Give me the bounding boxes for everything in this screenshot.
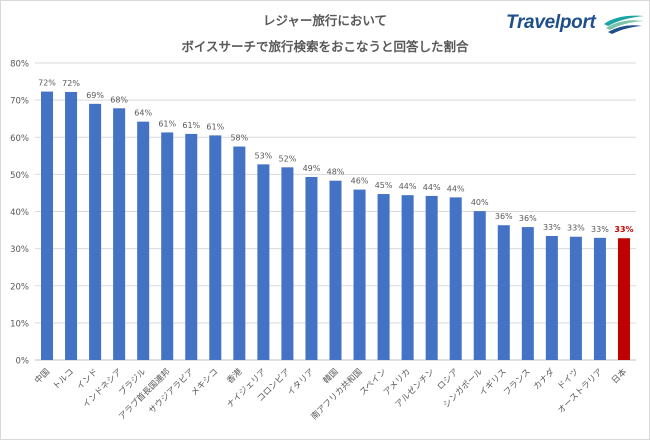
data-label: 44% <box>423 183 441 192</box>
chart-title-line2: ボイスサーチで旅行検索をおこなうと回答した割合 <box>181 39 469 54</box>
bar <box>137 121 150 360</box>
data-label: 36% <box>519 214 537 223</box>
data-label: 36% <box>495 212 513 221</box>
data-label: 53% <box>254 151 272 160</box>
data-label: 33% <box>591 225 609 234</box>
bar <box>233 146 246 360</box>
x-category-label: 香港 <box>225 366 245 386</box>
y-tick-label: 0% <box>16 357 30 367</box>
bar <box>113 108 126 360</box>
data-label: 33% <box>614 225 633 234</box>
data-label: 61% <box>182 121 200 130</box>
bar <box>161 132 174 360</box>
data-label: 45% <box>375 181 393 190</box>
y-tick-label: 70% <box>10 97 29 107</box>
bar <box>497 225 510 360</box>
bar <box>257 164 270 360</box>
bar <box>89 103 102 361</box>
data-label: 52% <box>279 154 297 163</box>
data-label: 58% <box>230 134 248 143</box>
bar <box>65 91 78 361</box>
swoosh-icon <box>604 15 644 34</box>
data-label: 48% <box>327 168 345 177</box>
data-label: 69% <box>86 91 104 100</box>
brand-name: Travelport <box>506 12 596 33</box>
x-category-label: トルコ <box>51 367 76 392</box>
bar <box>329 180 342 360</box>
bar <box>377 194 390 360</box>
y-tick-label: 50% <box>10 171 29 181</box>
data-label: 72% <box>62 79 80 88</box>
bar <box>281 167 294 360</box>
bar <box>545 236 558 360</box>
bar <box>473 211 486 360</box>
bar <box>569 236 582 360</box>
y-tick-label: 40% <box>10 208 29 218</box>
bar <box>353 189 366 360</box>
x-category-label: 日本 <box>609 366 629 386</box>
data-label: 33% <box>567 224 585 233</box>
x-category-label: 中国 <box>32 366 52 386</box>
x-category-label: 韓国 <box>321 366 341 386</box>
data-label: 40% <box>471 198 489 207</box>
bar <box>449 197 462 360</box>
bar <box>401 195 414 360</box>
y-tick-label: 80% <box>10 60 29 70</box>
x-category-label: イタリア <box>286 367 317 398</box>
data-label: 61% <box>158 119 176 128</box>
data-label: 33% <box>543 223 561 232</box>
y-tick-label: 60% <box>10 134 29 144</box>
bar <box>185 133 198 360</box>
data-label: 46% <box>351 177 369 186</box>
bar <box>617 238 630 360</box>
data-label: 44% <box>399 182 417 191</box>
bar <box>521 227 534 360</box>
y-axis-ticks: 0% 10% 20% 30% 40% 50% 60% 70% 80% <box>10 60 29 367</box>
data-label: 44% <box>447 184 465 193</box>
bar <box>209 135 222 360</box>
chart-title-line1: レジャー旅行において <box>262 13 387 28</box>
y-tick-label: 20% <box>10 282 29 292</box>
bars <box>41 91 630 361</box>
x-category-label: フランス <box>502 367 533 398</box>
y-tick-label: 10% <box>10 319 29 329</box>
data-label: 61% <box>206 122 224 131</box>
data-label: 64% <box>134 109 152 118</box>
data-labels: 72% 72% 69% 68% 64% 61% 61% 61% 58% 53% 52% 49% 48% 4… <box>38 79 633 235</box>
bar <box>593 237 606 360</box>
bar <box>41 91 54 361</box>
y-tick-label: 30% <box>10 245 29 255</box>
data-label: 68% <box>110 95 128 104</box>
travelport-logo: Travelport <box>506 10 646 36</box>
bar <box>305 176 318 360</box>
x-category-label: カナダ <box>531 366 557 392</box>
bar <box>425 195 438 360</box>
data-label: 49% <box>303 164 321 173</box>
data-label: 72% <box>38 79 56 88</box>
